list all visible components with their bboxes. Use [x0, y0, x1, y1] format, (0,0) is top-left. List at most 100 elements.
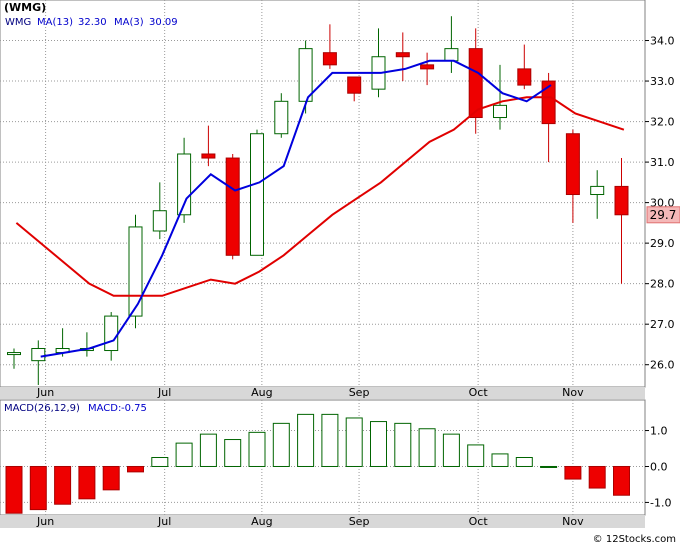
candle — [420, 52, 435, 86]
legend-ma-short-value: 30.09 — [149, 17, 178, 28]
price-y-tick-label: 32.0 — [650, 116, 675, 129]
price-month-label: Nov — [562, 386, 584, 399]
candle — [347, 76, 362, 102]
moving-averages — [15, 59, 625, 358]
macd-bar-positive — [467, 444, 485, 467]
price-y-tick-label: 33.0 — [650, 75, 675, 88]
macd-panel: 1.0 0.0 -1.0 Jun Jul Aug Sep Oct Nov MACD(26,12… — [0, 399, 671, 528]
macd-x-axis: Jun Jul Aug Sep Oct Nov — [36, 515, 584, 528]
last-price-label: 29.7 — [650, 208, 677, 222]
macd-bar-positive — [442, 433, 460, 467]
candle — [7, 348, 21, 369]
macd-y-tick-label: 0.0 — [650, 460, 668, 473]
macd-bar-positive — [151, 457, 169, 467]
macd-bar-negative — [127, 465, 144, 473]
candle — [493, 64, 507, 130]
price-y-tick-label: 31.0 — [650, 156, 675, 169]
macd-bar-positive — [199, 433, 217, 467]
candle — [201, 125, 216, 167]
macd-bar-negative — [102, 465, 120, 491]
price-legend: WMG MA(13) 32.30 MA(3) 30.09 — [5, 17, 178, 28]
macd-bar-negative — [5, 465, 23, 514]
macd-bar-negative — [588, 465, 606, 489]
candle-body-up — [152, 210, 167, 232]
macd-y-tick-label: 1.0 — [650, 425, 668, 438]
macd-month-label: Aug — [251, 515, 272, 528]
ma-short-line — [15, 96, 625, 297]
candle-body-up — [31, 348, 46, 362]
price-month-label: Jun — [36, 386, 54, 399]
macd-bar-positive — [297, 413, 315, 467]
candle-body-up — [493, 104, 507, 119]
price-y-tick-label: 27.0 — [650, 318, 675, 331]
legend-ma-short-label: MA(3) — [114, 17, 144, 28]
price-month-label: Sep — [349, 386, 370, 399]
price-y-axis: 26.027.028.029.030.031.032.033.034.0 — [645, 35, 675, 372]
legend-ma-long-label: MA(13) — [37, 17, 73, 28]
price-grid — [0, 0, 645, 387]
macd-month-label: Jul — [157, 515, 171, 528]
macd-bar-positive — [394, 422, 412, 467]
price-panel: 26.027.028.029.030.031.032.033.034.0 Jun… — [0, 0, 680, 399]
price-y-tick-label: 26.0 — [650, 359, 675, 372]
candle-body-up — [104, 315, 119, 352]
macd-month-label: Jun — [36, 515, 54, 528]
price-month-label: Aug — [251, 386, 272, 399]
macd-histogram — [5, 413, 630, 514]
candle-body-down — [322, 52, 337, 66]
macd-bar-positive — [540, 465, 558, 468]
candle-body-up — [298, 48, 313, 102]
macd-bar-positive — [345, 417, 363, 467]
macd-bar-negative — [29, 465, 47, 511]
candle-body-up — [177, 153, 192, 216]
last-price-box — [646, 206, 680, 224]
price-y-tick-label: 29.0 — [650, 237, 675, 250]
candle-body-up — [250, 133, 264, 256]
macd-bar-positive — [491, 453, 509, 467]
macd-bar-positive — [175, 442, 193, 467]
candle-body-up — [590, 185, 605, 196]
price-month-label: Jul — [157, 386, 171, 399]
macd-value: -0.75 — [121, 403, 147, 414]
last-price-marker: 29.7 — [646, 206, 680, 224]
candle-body-down — [541, 80, 556, 125]
macd-bar-positive — [370, 421, 387, 467]
macd-bar-positive — [418, 428, 436, 467]
macd-bar-negative — [613, 465, 630, 496]
macd-value-label: MACD: — [88, 403, 121, 414]
macd-y-tick-label: -1.0 — [650, 496, 671, 509]
macd-bar-positive — [248, 431, 266, 467]
price-x-axis: Jun Jul Aug Sep Oct Nov — [36, 386, 584, 399]
price-candles — [7, 16, 629, 385]
price-y-tick-label: 34.0 — [650, 35, 675, 48]
price-plot-area — [0, 0, 646, 388]
price-y-tick-label: 28.0 — [650, 278, 675, 291]
candle-body-down — [565, 133, 580, 196]
macd-bar-negative — [564, 465, 582, 480]
legend-ma-long-value: 32.30 — [78, 17, 107, 28]
candle-body-down — [225, 157, 240, 256]
candle-body-down — [468, 48, 483, 119]
macd-x-axis-band — [0, 515, 645, 528]
candle-body-up — [128, 226, 143, 317]
macd-legend: MACD(26,12,9) MACD: -0.75 — [4, 403, 147, 414]
candle — [565, 129, 580, 223]
candle-body-up — [274, 100, 289, 135]
candle — [541, 72, 556, 163]
macd-bar-positive — [272, 422, 290, 467]
candle-body-up — [444, 48, 459, 62]
macd-month-label: Nov — [562, 515, 584, 528]
ma-long-line — [40, 59, 552, 358]
legend-ticker: WMG — [5, 17, 31, 28]
candle-body-up — [7, 352, 21, 356]
candle-body-down — [420, 64, 435, 70]
price-x-axis-band — [0, 387, 645, 399]
candle — [395, 32, 410, 82]
candle-body-down — [395, 52, 410, 58]
macd-y-axis: 1.0 0.0 -1.0 — [645, 425, 671, 509]
candle — [31, 340, 46, 385]
chart-title: (WMG) — [4, 1, 46, 14]
watermark: © 12Stocks.com — [593, 534, 676, 545]
macd-bar-negative — [78, 465, 96, 500]
